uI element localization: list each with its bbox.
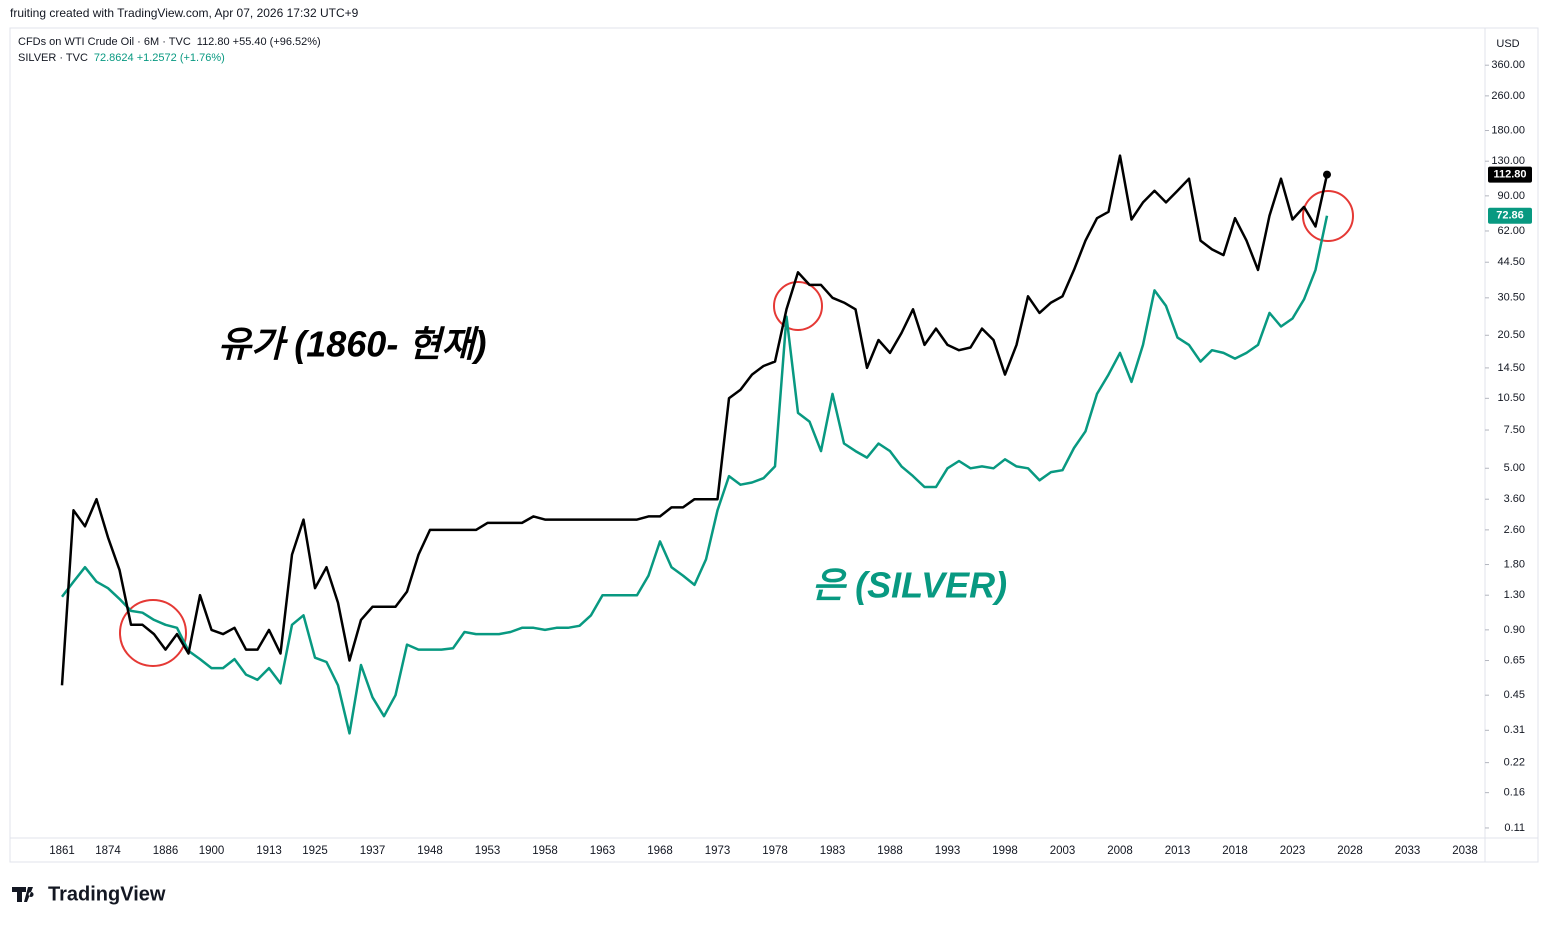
- price-label-bg: [1488, 207, 1532, 224]
- x-tick-label: 1948: [417, 845, 443, 857]
- x-tick-label: 1874: [95, 845, 121, 857]
- y-tick-label: 14.50: [1497, 362, 1525, 374]
- y-tick-label: 90.00: [1497, 190, 1525, 202]
- legend-values: 112.80 +55.40 (+96.52%): [197, 36, 321, 48]
- series-line: [61, 215, 1329, 735]
- x-tick-label: 1953: [475, 845, 501, 857]
- y-tick-label: 3.60: [1504, 493, 1525, 505]
- y-tick-label: 20.50: [1497, 329, 1525, 341]
- brand-logo: TradingView: [12, 883, 166, 905]
- price-label: 72.86: [1496, 210, 1524, 222]
- x-tick-label: 2033: [1395, 845, 1421, 857]
- legend-name: SILVER · TVC: [18, 52, 88, 64]
- x-tick-label: 2008: [1107, 845, 1133, 857]
- y-tick-label: 0.22: [1504, 757, 1525, 769]
- brand: TradingView: [48, 883, 166, 905]
- legend-values: 72.8624 +1.2572 (+1.76%): [94, 52, 225, 64]
- y-tick-label: 180.00: [1491, 124, 1525, 136]
- legend-entry: SILVER · TVC 72.8624 +1.2572 (+1.76%): [18, 52, 225, 64]
- y-tick-label: 0.65: [1504, 654, 1525, 666]
- y-tick-label: 1.30: [1504, 589, 1525, 601]
- x-tick-label: 1963: [590, 845, 616, 857]
- highlight-circle: [119, 599, 187, 667]
- y-tick-label: 5.00: [1504, 462, 1525, 474]
- y-tick-label: 0.31: [1504, 724, 1525, 736]
- x-tick-label: 2013: [1165, 845, 1191, 857]
- currency: USD: [1496, 38, 1519, 50]
- x-tick-label: 1886: [153, 845, 179, 857]
- credit: fruiting created with TradingView.com, A…: [10, 6, 359, 20]
- y-tick-label: 10.50: [1497, 392, 1525, 404]
- y-tick-label: 62.00: [1497, 225, 1525, 237]
- y-tick-label: 0.45: [1504, 689, 1525, 701]
- x-tick-label: 1913: [256, 845, 282, 857]
- y-tick-label: 7.50: [1504, 424, 1525, 436]
- price-label: 112.80: [1493, 168, 1526, 180]
- y-tick-label: 2.60: [1504, 524, 1525, 536]
- x-tick-label: 1958: [532, 845, 558, 857]
- x-tick-label: 1988: [877, 845, 903, 857]
- last-point: [1323, 170, 1331, 179]
- x-tick-label: 1978: [762, 845, 788, 857]
- x-tick-label: 1973: [705, 845, 731, 857]
- series-line: [60, 154, 1329, 686]
- y-tick-label: 260.00: [1491, 90, 1525, 102]
- annotation: 유가 (1860- 현재): [218, 324, 487, 365]
- x-tick-label: 1968: [647, 845, 673, 857]
- y-tick-label: 0.16: [1504, 787, 1525, 799]
- logo-mark: [12, 887, 34, 902]
- x-tick-label: 2038: [1452, 845, 1478, 857]
- x-tick-label: 2023: [1280, 845, 1306, 857]
- legend-name: CFDs on WTI Crude Oil · 6M · TVC: [18, 36, 191, 48]
- x-tick-label: 1998: [992, 845, 1018, 857]
- chart-frame: [9, 27, 1539, 863]
- y-tick-label: 30.50: [1497, 292, 1525, 304]
- x-tick-label: 1861: [49, 845, 75, 857]
- annotation: 은 (SILVER): [812, 565, 1007, 606]
- y-tick-label: 1.80: [1504, 558, 1525, 570]
- x-tick-label: 1983: [820, 845, 846, 857]
- price-label-bg: [1488, 166, 1532, 183]
- y-tick-label: 0.11: [1504, 822, 1525, 834]
- y-tick-label: 0.90: [1504, 624, 1525, 636]
- x-tick-label: 1900: [199, 845, 225, 857]
- x-tick-label: 1993: [935, 845, 961, 857]
- highlight-circle: [773, 281, 823, 331]
- x-tick-label: 1937: [360, 845, 386, 857]
- x-tick-label: 2003: [1050, 845, 1076, 857]
- y-tick-label: 360.00: [1491, 59, 1525, 71]
- highlight-circle: [1302, 190, 1354, 242]
- y-tick-label: 130.00: [1491, 155, 1525, 167]
- x-tick-label: 2018: [1222, 845, 1248, 857]
- x-tick-label: 1925: [302, 845, 328, 857]
- legend-entry: CFDs on WTI Crude Oil · 6M · TVC 112.80 +…: [18, 36, 321, 48]
- y-tick-label: 44.50: [1497, 256, 1525, 268]
- x-tick-label: 2028: [1337, 845, 1363, 857]
